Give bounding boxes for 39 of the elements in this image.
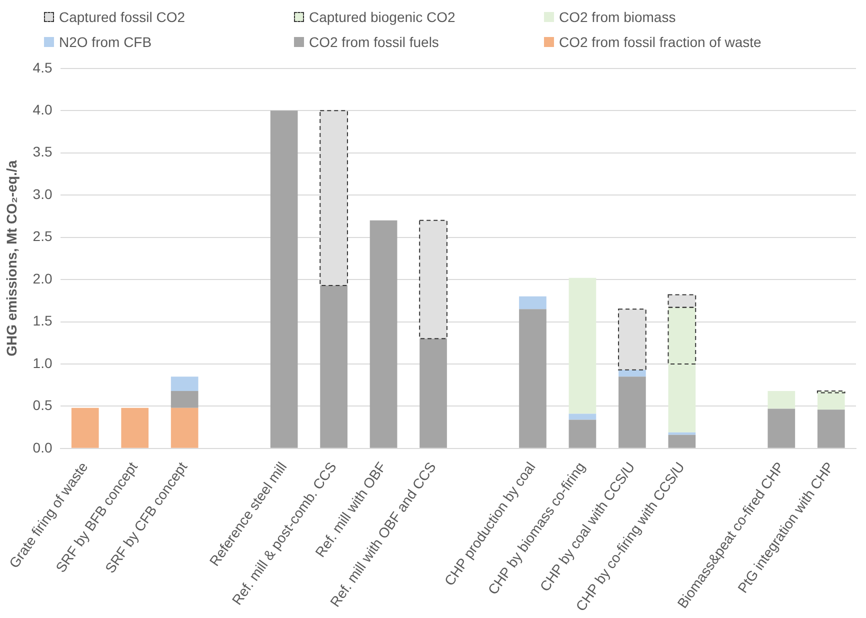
y-tick-label: 2.5 [32,228,52,244]
bar [420,338,447,448]
bar [618,370,646,377]
y-axis-title: GHG emissions, Mt CO₂-eq./a [3,160,20,356]
legend-label: Captured biogenic CO2 [309,8,456,24]
bar [270,110,298,448]
y-tick-label: 2.0 [32,270,52,286]
y-tick-label: 1.0 [32,354,52,371]
bar [768,408,796,448]
bar [568,414,596,420]
bar [519,296,546,310]
bar [121,408,149,448]
bar [768,391,796,409]
legend-label: CO2 from fossil fraction of waste [559,34,762,50]
bar [71,408,99,448]
y-tick-label: 3.5 [32,144,52,160]
bar [668,432,696,435]
bar [618,376,646,448]
bar [568,278,596,414]
bar [370,220,398,448]
bar [320,285,348,448]
legend-label: N2O from CFB [59,34,152,50]
bar [817,410,845,448]
bar [170,391,198,408]
bar [568,420,596,448]
y-tick-label: 4.5 [32,59,52,76]
y-tick-label: 4.0 [32,101,52,118]
y-tick-label: 0.5 [32,397,52,414]
y-tick-label: 1.5 [32,312,52,329]
legend-label: Captured fossil CO2 [59,8,186,24]
legend-label: CO2 from biomass [559,8,676,24]
bar [817,392,845,410]
bar [519,309,546,448]
bar [170,408,198,448]
y-tick-label: 3.0 [32,186,52,202]
bar [170,376,198,392]
bar [668,434,696,448]
y-tick-label: 0.0 [32,439,52,456]
legend-label: CO2 from fossil fuels [309,34,439,50]
